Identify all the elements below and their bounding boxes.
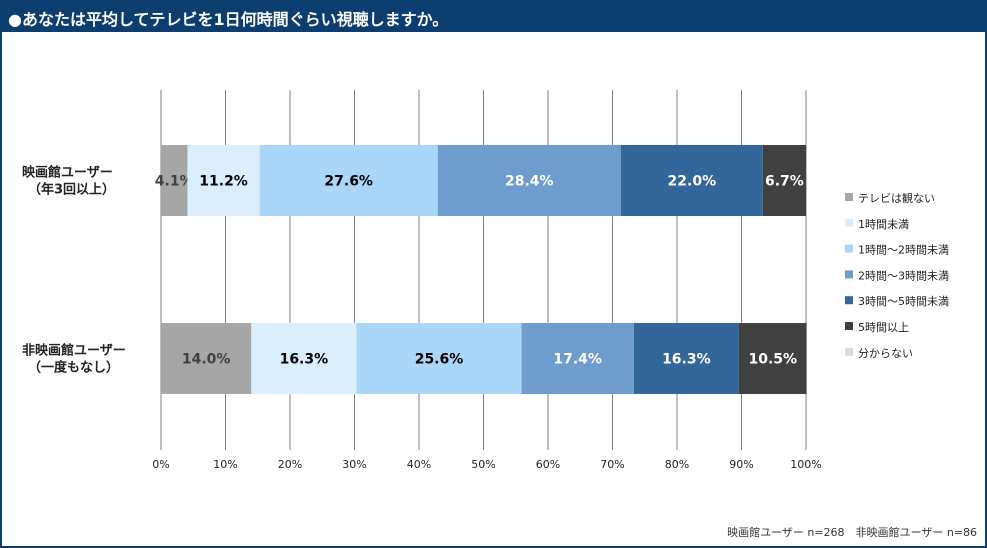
category-label: （年3回以上）: [28, 182, 115, 198]
legend-swatch: [845, 296, 853, 305]
bar-segment: [762, 145, 806, 216]
category-label: 非映画館ユーザー: [22, 343, 126, 359]
bar-segment: [161, 323, 252, 394]
x-tick-label: 10%: [213, 458, 237, 471]
x-tick-label: 30%: [342, 458, 366, 471]
legend-label: 1時間～2時間未満: [858, 244, 949, 257]
bar-segment: [161, 145, 188, 216]
legend-label: テレビは観ない: [858, 191, 935, 205]
bar-segment: [187, 145, 260, 216]
x-tick-label: 60%: [536, 458, 560, 471]
bar-segment: [251, 323, 357, 394]
category-label: 映画館ユーザー: [22, 165, 113, 181]
data-label: 16.3%: [662, 352, 711, 368]
category-label: （一度もなし）: [28, 360, 119, 376]
bar-segment: [259, 145, 438, 216]
data-label: 11.2%: [199, 174, 248, 190]
data-label: 10.5%: [748, 352, 797, 368]
legend-label: 1時間未満: [858, 218, 909, 231]
legend-swatch: [845, 322, 853, 330]
legend-swatch: [845, 347, 853, 356]
legend-label: 2時間～3時間未満: [858, 269, 949, 282]
legend-label: 5時間以上: [858, 321, 909, 334]
x-tick-label: 20%: [278, 458, 302, 471]
legend-label: 3時間～5時間未満: [858, 295, 949, 308]
data-label: 17.4%: [553, 352, 602, 368]
bar-segment: [633, 323, 739, 394]
x-tick-label: 70%: [600, 458, 624, 471]
data-label: 14.0%: [182, 352, 231, 368]
data-label: 4.1%: [155, 174, 194, 190]
x-tick-label: 50%: [471, 458, 495, 471]
bar-segment: [521, 323, 634, 394]
x-tick-label: 0%: [152, 458, 169, 471]
bar-segment: [738, 323, 807, 394]
title-bar: ●あなたは平均してテレビを1日何時間ぐらい視聴しますか。: [2, 2, 985, 32]
chart-title: ●あなたは平均してテレビを1日何時間ぐらい視聴しますか。: [8, 10, 449, 29]
data-label: 16.3%: [280, 352, 329, 368]
legend-swatch: [845, 218, 853, 227]
x-tick-label: 80%: [665, 458, 689, 471]
x-tick-label: 90%: [729, 458, 753, 471]
legend-label: 分からない: [858, 347, 913, 360]
data-label: 22.0%: [668, 174, 717, 190]
legend-swatch: [845, 270, 853, 279]
bar-segment: [356, 323, 522, 394]
data-label: 27.6%: [324, 174, 373, 190]
data-label: 25.6%: [415, 352, 464, 368]
sample-size-note: 映画館ユーザー n=268 非映画館ユーザー n=86: [727, 526, 977, 539]
legend-swatch: [845, 244, 853, 253]
bar-segment: [620, 145, 763, 216]
data-label: 28.4%: [505, 174, 554, 190]
x-tick-label: 40%: [407, 458, 431, 471]
data-label: 6.7%: [765, 174, 804, 190]
bar-segment: [437, 145, 621, 216]
legend-swatch: [845, 193, 853, 201]
x-tick-label: 100%: [790, 458, 821, 471]
